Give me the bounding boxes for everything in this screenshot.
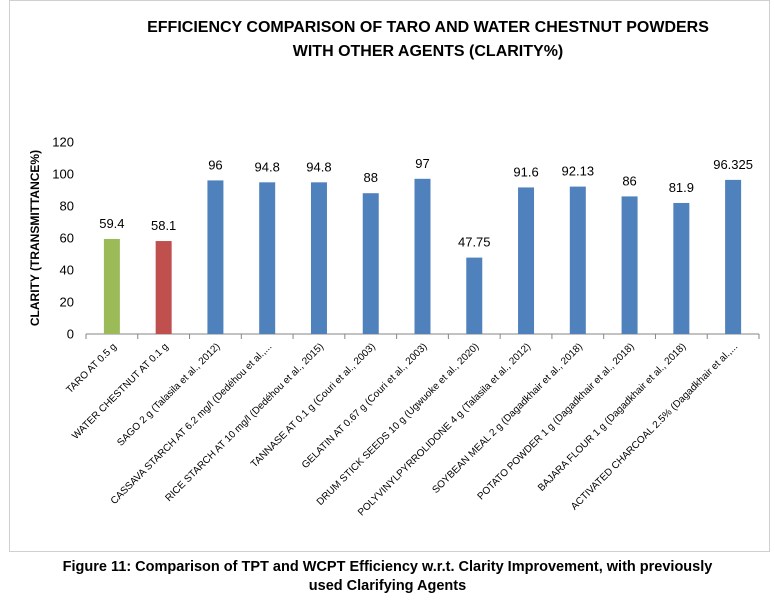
bars — [103, 178, 742, 334]
bar — [414, 178, 431, 334]
data-label: 96 — [208, 157, 222, 172]
category-label: WATER CHESTNUT AT 0.1 g — [70, 341, 171, 442]
data-labels: 59.4 58.1 96 94.8 94.8 88 97 47.75 91.6 92.13 86 81… — [99, 156, 753, 250]
data-label: 47.75 — [458, 235, 491, 250]
figure-caption: Figure 11: Comparison of TPT and WCPT Ef… — [0, 558, 775, 596]
y-tick-label: 20 — [60, 295, 74, 310]
y-tick-label: 60 — [60, 231, 74, 246]
chart-title: EFFICIENCY COMPARISON OF TARO AND WATER … — [147, 19, 709, 60]
category-label: POLYVINYLPYRROLIDONE 4 g (Talasila et al… — [356, 341, 533, 518]
y-tick-label: 120 — [52, 135, 74, 150]
bar — [518, 187, 535, 334]
axes: 0 20 40 60 80 100 120 — [52, 135, 760, 342]
y-tick-label: 100 — [52, 167, 74, 182]
data-label: 94.8 — [306, 159, 331, 174]
bar — [621, 196, 638, 334]
bar — [466, 257, 483, 334]
data-label: 96.325 — [713, 157, 753, 172]
bar — [673, 202, 690, 334]
bar — [362, 193, 379, 334]
bar — [155, 241, 172, 334]
chart-frame: EFFICIENCY COMPARISON OF TARO AND WATER … — [9, 0, 770, 552]
category-label: SAGO 2 g (Talasila et al., 2012) — [115, 341, 222, 448]
data-label: 86 — [622, 173, 636, 188]
figure-caption-line-1: Figure 11: Comparison of TPT and WCPT Ef… — [62, 559, 713, 575]
bar — [569, 186, 586, 334]
category-label: TARO AT 0.5 g — [64, 341, 119, 396]
bar — [259, 182, 276, 334]
chart-title-line-2: WITH OTHER AGENTS (CLARITY%) — [293, 43, 564, 60]
chart-title-line-1: EFFICIENCY COMPARISON OF TARO AND WATER … — [147, 19, 709, 36]
data-label: 92.13 — [562, 164, 595, 179]
y-tick-label: 0 — [67, 327, 74, 342]
bar — [725, 179, 742, 334]
data-label: 58.1 — [151, 218, 176, 233]
data-label: 91.6 — [513, 164, 538, 179]
y-tick-label: 80 — [60, 199, 74, 214]
figure-caption-line-2: used Clarifying Agents — [308, 578, 467, 594]
data-label: 88 — [363, 170, 377, 185]
bar-chart: EFFICIENCY COMPARISON OF TARO AND WATER … — [28, 19, 760, 518]
data-label: 81.9 — [669, 180, 694, 195]
bar — [310, 182, 327, 334]
data-label: 59.4 — [99, 216, 124, 231]
bar — [207, 180, 224, 334]
y-tick-label: 40 — [60, 263, 74, 278]
data-label: 97 — [415, 156, 429, 171]
data-label: 94.8 — [255, 159, 280, 174]
bar — [103, 238, 120, 334]
y-axis-label: CLARITY (TRANSMITTANCE%) — [28, 150, 42, 326]
